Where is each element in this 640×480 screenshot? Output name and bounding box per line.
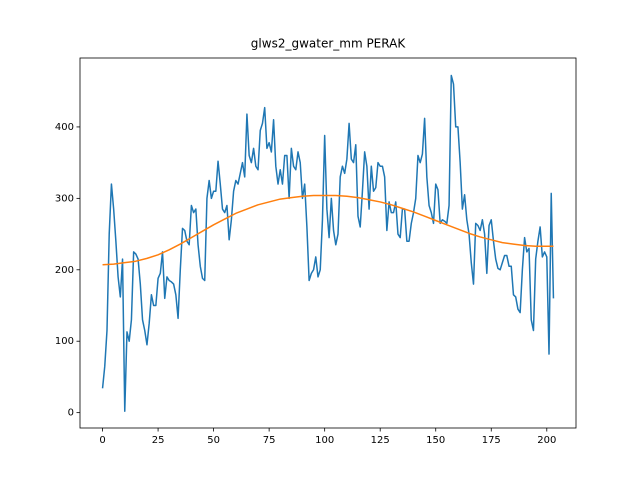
x-tick-label: 50 [207,435,220,446]
data-line [102,194,554,266]
x-tick-label: 25 [152,435,165,446]
y-tick-label: 400 [55,122,74,133]
y-tick-label: 0 [68,408,74,419]
y-tick-label: 300 [55,193,74,204]
y-tick-label: 100 [55,336,74,347]
x-tick-label: 200 [537,435,556,446]
chart-title: glws2_gwater_mm PERAK [251,37,407,51]
x-tick-label: 150 [426,435,445,446]
x-tick-label: 175 [482,435,501,446]
data-line [101,74,555,412]
y-tick-label: 200 [55,265,74,276]
x-tick-label: 0 [99,435,105,446]
x-tick-label: 75 [263,435,276,446]
plot-frame [79,57,577,429]
x-tick-label: 125 [371,435,390,446]
x-tick-label: 100 [315,435,334,446]
